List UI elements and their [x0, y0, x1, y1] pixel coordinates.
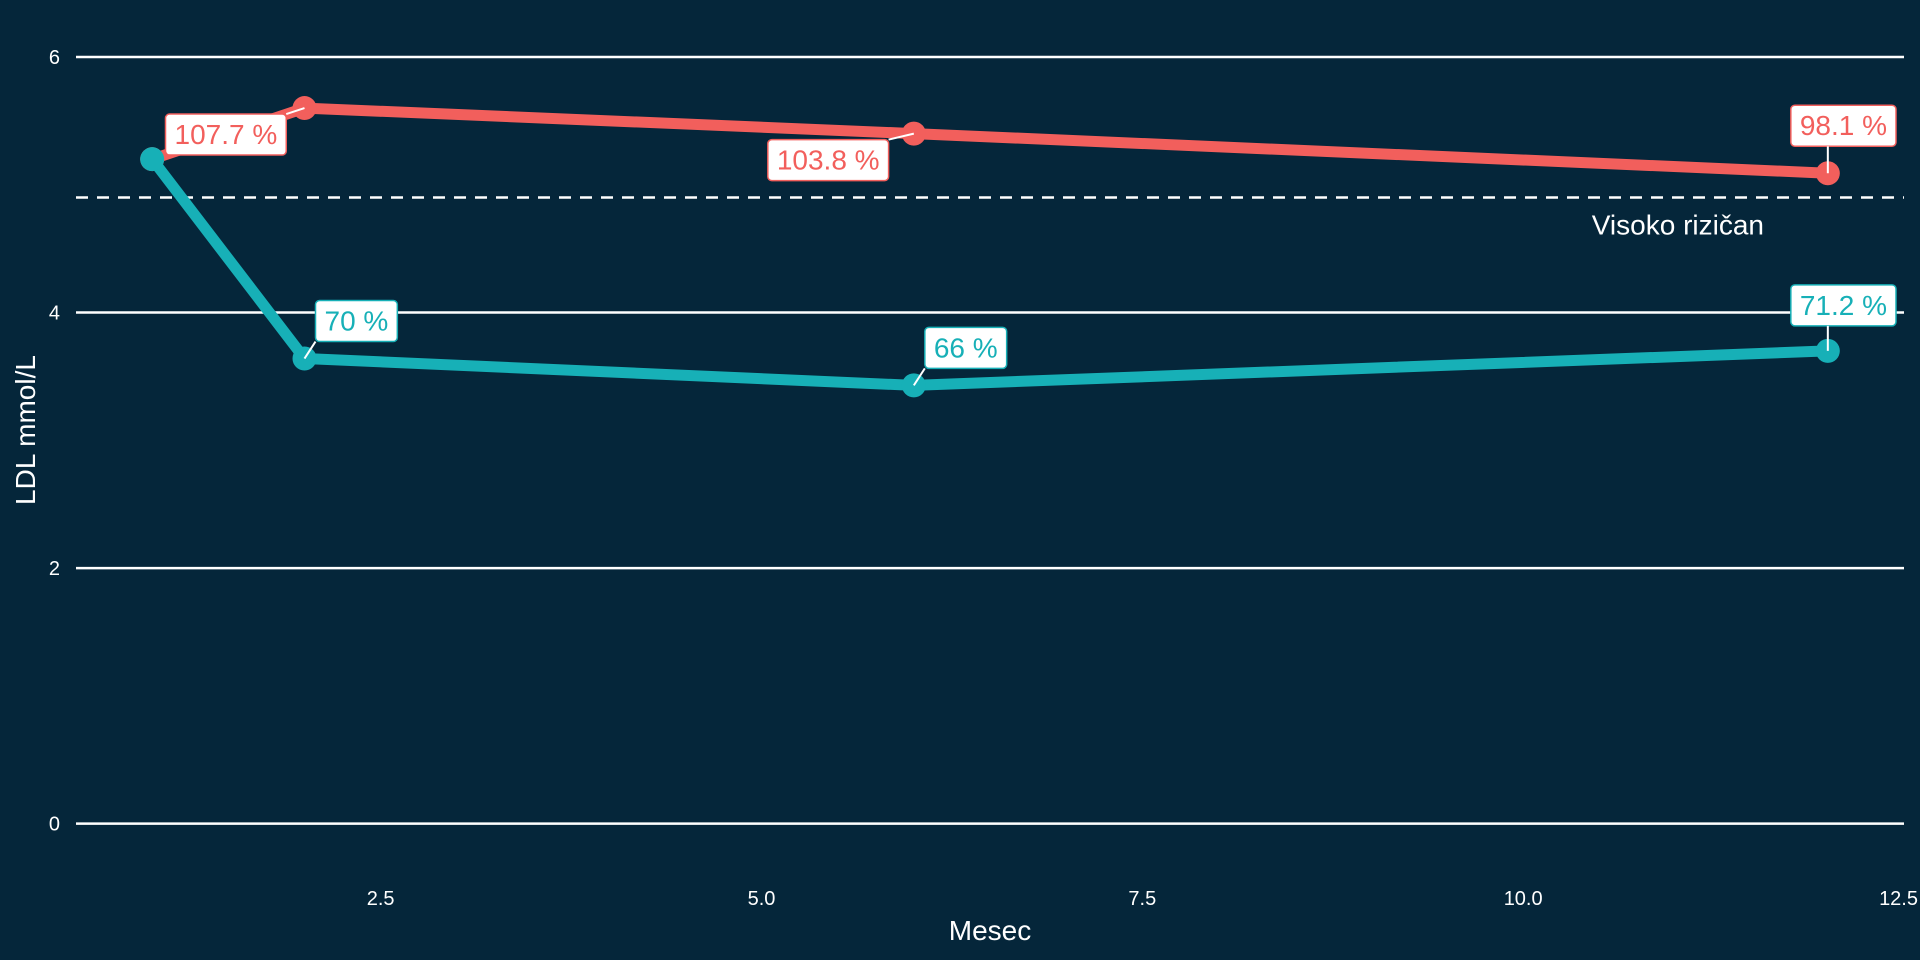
y-tick-label-2: 2 — [49, 558, 60, 580]
series-0-label-3: 98.1 % — [1800, 110, 1887, 141]
axes: Mesec LDL mmol/L 0 2 4 6 2.5 5.0 7.5 10.0 12.5 — [10, 47, 1918, 946]
series-1-label-1: 70 % — [325, 306, 389, 337]
reference-line-group: Visoko rizičan — [76, 196, 1904, 241]
x-tick-label-7-5: 7.5 — [1128, 888, 1156, 910]
x-axis-title: Mesec — [949, 915, 1031, 946]
series-0-label-1-leader — [285, 107, 305, 116]
series-1-label-1-leader — [303, 340, 317, 360]
x-tick-label-12-5: 12.5 — [1879, 888, 1918, 910]
series-1-label-2-leader — [912, 367, 926, 386]
gridlines — [76, 55, 1904, 825]
series-1-label-3: 71.2 % — [1800, 290, 1887, 321]
series-0-label-1: 107.7 % — [175, 119, 278, 150]
reference-line-label: Visoko rizičan — [1592, 210, 1764, 241]
series-0-label-3-box — [1790, 104, 1897, 147]
data-labels: 107.7 % 103.8 % 98.1 % 70 % 66 % 71.2 % — [164, 104, 1897, 386]
series-0-label-2-leader — [888, 132, 915, 141]
series-1-point-0 — [140, 147, 165, 172]
y-tick-label-0: 0 — [49, 814, 60, 836]
x-tick-label-10: 10.0 — [1504, 888, 1543, 910]
series-1-label-2: 66 % — [934, 332, 998, 363]
series-0-label-1-group: 107.7 % — [164, 107, 305, 156]
series-0-label-2-box — [767, 138, 890, 182]
series-0-label-2-group: 103.8 % — [767, 132, 915, 182]
series-1-label-3-box — [1790, 284, 1897, 327]
series-1-label-1-box — [314, 299, 399, 343]
series-0-label-3-group: 98.1 % — [1790, 104, 1897, 174]
y-tick-label-4: 4 — [49, 303, 60, 325]
series-0-label-2: 103.8 % — [777, 145, 880, 176]
series-0-line — [146, 102, 1834, 179]
x-tick-label-2-5: 2.5 — [367, 888, 395, 910]
series-1-label-2-box — [924, 326, 1008, 370]
series-1-label-2-group: 66 % — [912, 326, 1008, 386]
series-1-label-3-group: 71.2 % — [1790, 284, 1897, 351]
series-1-label-1-group: 70 % — [303, 299, 399, 360]
x-tick-label-5: 5.0 — [748, 888, 776, 910]
y-axis-title: LDL mmol/L — [10, 355, 41, 505]
series-0-label-1-box — [164, 113, 287, 156]
y-tick-label-6: 6 — [49, 47, 60, 69]
series-1-line — [146, 153, 1834, 391]
